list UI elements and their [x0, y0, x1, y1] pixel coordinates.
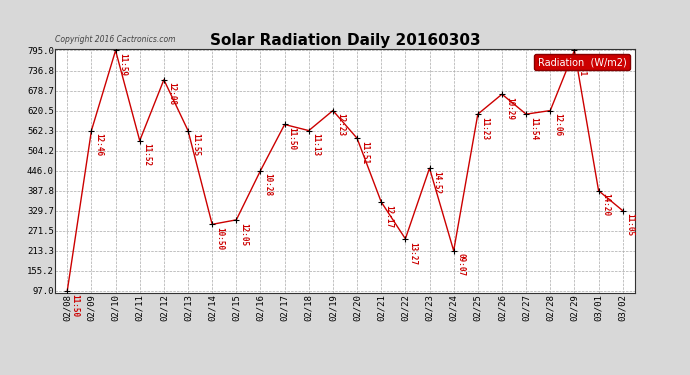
Text: 13:27: 13:27 [408, 242, 417, 265]
Text: 11:55: 11:55 [191, 134, 200, 156]
Text: Copyright 2016 Cactronics.com: Copyright 2016 Cactronics.com [55, 35, 176, 44]
Text: 11:23: 11:23 [481, 117, 490, 140]
Text: 10:28: 10:28 [264, 173, 273, 196]
Text: 11:50: 11:50 [288, 127, 297, 150]
Text: 11:59: 11:59 [119, 53, 128, 76]
Text: 11:54: 11:54 [529, 117, 538, 140]
Text: 11:05: 11:05 [626, 213, 635, 237]
Text: 10:50: 10:50 [215, 227, 224, 250]
Text: 11:13: 11:13 [312, 134, 321, 156]
Text: 11:50: 11:50 [70, 294, 79, 316]
Title: Solar Radiation Daily 20160303: Solar Radiation Daily 20160303 [210, 33, 480, 48]
Text: 12:06: 12:06 [553, 113, 562, 136]
Text: 12:17: 12:17 [384, 205, 393, 228]
Legend: Radiation  (W/m2): Radiation (W/m2) [534, 54, 630, 70]
Text: 10:29: 10:29 [505, 97, 514, 120]
Text: 14:20: 14:20 [602, 194, 611, 216]
Text: 11:52: 11:52 [143, 143, 152, 166]
Text: 14:52: 14:52 [433, 171, 442, 194]
Text: 12:23: 12:23 [336, 113, 345, 136]
Text: 12:05: 12:05 [239, 223, 248, 246]
Text: 10:41: 10:41 [578, 53, 586, 76]
Text: 09:07: 09:07 [457, 254, 466, 277]
Text: 12:46: 12:46 [95, 134, 103, 156]
Text: 12:08: 12:08 [167, 82, 176, 106]
Text: 11:51: 11:51 [360, 141, 369, 164]
